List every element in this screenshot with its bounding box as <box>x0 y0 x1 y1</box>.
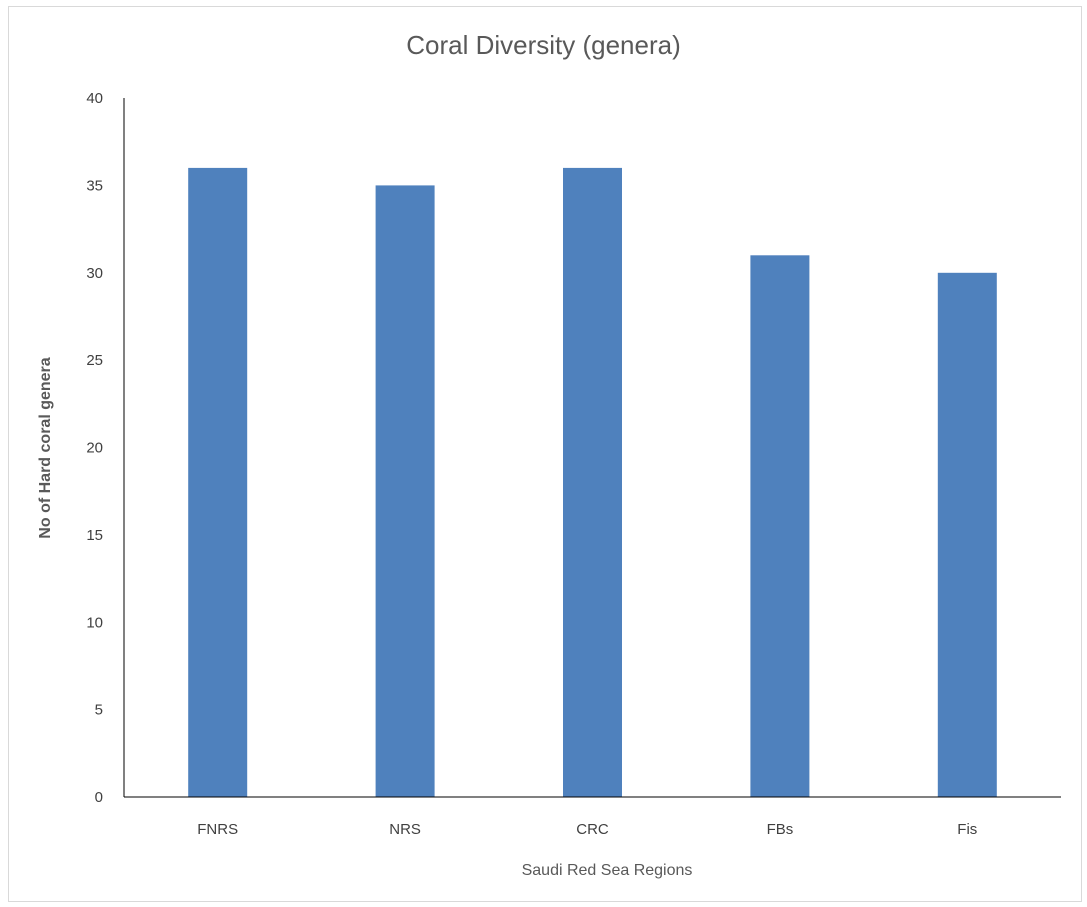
y-tick-label-20: 20 <box>86 440 103 457</box>
bar-crc <box>563 167 622 797</box>
y-tick-label-10: 10 <box>86 614 103 631</box>
bar-fbs <box>750 255 810 798</box>
x-tick-label-fnrs: FNRS <box>197 821 238 838</box>
y-tick-label-40: 40 <box>86 90 103 107</box>
y-tick-label-0: 0 <box>95 789 103 806</box>
y-tick-label-25: 25 <box>86 352 103 369</box>
bar-fnrs <box>188 167 248 797</box>
chart-frame <box>8 6 1082 902</box>
y-tick-label-5: 5 <box>95 702 103 719</box>
x-tick-label-nrs: NRS <box>389 821 421 838</box>
y-tick-label-35: 35 <box>86 177 103 194</box>
x-axis-title: Saudi Red Sea Regions <box>521 862 693 879</box>
y-tick-label-15: 15 <box>86 527 103 544</box>
x-tick-label-crc: CRC <box>576 821 609 838</box>
x-tick-label-fbs: FBs <box>767 821 794 838</box>
bar-fis <box>937 272 997 798</box>
bar-nrs <box>375 185 435 797</box>
chart-title: Coral Diversity (genera) <box>406 30 681 60</box>
y-tick-label-30: 30 <box>86 265 103 282</box>
x-tick-label-fis: Fis <box>957 821 977 838</box>
